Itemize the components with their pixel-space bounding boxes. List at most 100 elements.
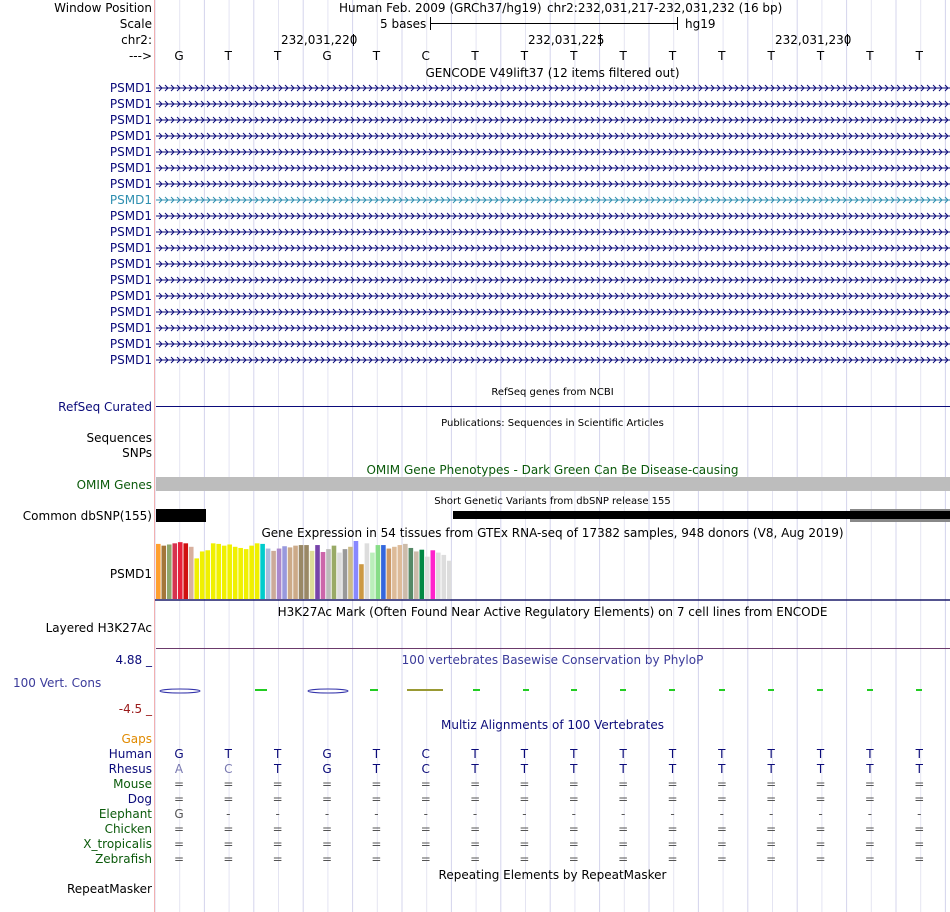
gencode-transcript[interactable] [156, 196, 950, 204]
gencode-gene-label[interactable]: PSMD1 [109, 81, 152, 95]
gencode-gene-label[interactable]: PSMD1 [109, 289, 152, 303]
gencode-transcript[interactable] [156, 244, 950, 252]
multiz-species-label[interactable]: Mouse [113, 777, 152, 791]
refseq-track-label[interactable]: RefSeq Curated [58, 400, 152, 414]
gencode-track-title[interactable]: GENCODE V49lift37 (12 items filtered out… [425, 66, 680, 80]
gencode-transcript[interactable] [156, 324, 950, 332]
repeatmasker-track-label[interactable]: RepeatMasker [66, 882, 152, 896]
gencode-transcript[interactable] [156, 260, 950, 268]
gencode-gene-label[interactable]: PSMD1 [109, 177, 152, 191]
gtex-tissue-bar[interactable] [166, 544, 172, 599]
omim-track-label[interactable]: OMIM Genes [76, 478, 152, 492]
gtex-tissue-bar[interactable] [183, 543, 189, 599]
gencode-gene-label[interactable]: PSMD1 [109, 129, 152, 143]
gtex-tissue-bar[interactable] [265, 548, 271, 599]
gtex-tissue-bar[interactable] [370, 552, 375, 599]
conservation-track-title[interactable]: 100 vertebrates Basewise Conservation by… [401, 653, 704, 667]
publications-track-title[interactable]: Publications: Sequences in Scientific Ar… [441, 418, 664, 429]
gencode-gene-label[interactable]: PSMD1 [109, 161, 152, 175]
gtex-tissue-bar[interactable] [210, 543, 216, 599]
gtex-tissue-bar[interactable] [441, 554, 447, 599]
gtex-tissue-bar[interactable] [156, 543, 161, 599]
gtex-tissue-bar[interactable] [364, 543, 370, 599]
gtex-tissue-bar[interactable] [392, 546, 397, 599]
dbsnp-feature-right[interactable] [453, 511, 950, 519]
gencode-gene-label[interactable]: PSMD1 [109, 337, 152, 351]
multiz-track-title[interactable]: Multiz Alignments of 100 Vertebrates [440, 718, 665, 732]
gtex-tissue-bar[interactable] [216, 543, 221, 599]
gtex-tissue-bar[interactable] [381, 545, 386, 599]
gtex-tissue-bar[interactable] [326, 549, 331, 599]
gtex-tissue-bar[interactable] [276, 548, 282, 599]
gtex-tissue-bar[interactable] [419, 549, 425, 599]
gencode-gene-label[interactable]: PSMD1 [109, 241, 152, 255]
dbsnp-track-title[interactable]: Short Genetic Variants from dbSNP releas… [434, 496, 671, 507]
gtex-tissue-bar[interactable] [348, 546, 353, 599]
gtex-tissue-bar[interactable] [430, 550, 436, 599]
gtex-tissue-bar[interactable] [287, 547, 293, 599]
gtex-tissue-bar[interactable] [446, 560, 452, 599]
multiz-species-label[interactable]: Dog [127, 792, 152, 806]
gtex-tissue-bar[interactable] [227, 544, 232, 599]
gtex-tissue-bar[interactable] [221, 545, 227, 599]
gtex-bar-chart[interactable] [155, 540, 950, 602]
h3k27ac-track-title[interactable]: H3K27Ac Mark (Often Found Near Active Re… [277, 605, 828, 619]
gencode-transcript[interactable] [156, 292, 950, 300]
gencode-gene-label[interactable]: PSMD1 [109, 145, 152, 159]
gencode-transcript[interactable] [156, 276, 950, 284]
gencode-transcript[interactable] [156, 84, 950, 92]
gtex-tissue-bar[interactable] [260, 543, 265, 599]
gtex-tissue-bar[interactable] [408, 547, 414, 599]
dbsnp-track-label[interactable]: Common dbSNP(155) [22, 509, 152, 523]
gtex-tissue-bar[interactable] [435, 552, 441, 599]
gtex-tissue-bar[interactable] [425, 556, 430, 599]
dbsnp-feature-left[interactable] [156, 509, 206, 522]
gtex-tissue-bar[interactable] [315, 545, 320, 599]
gtex-tissue-bar[interactable] [205, 550, 211, 599]
gtex-tissue-bar[interactable] [353, 541, 359, 599]
gtex-tissue-bar[interactable] [232, 546, 238, 599]
gencode-gene-label[interactable]: PSMD1 [109, 113, 152, 127]
gtex-tissue-bar[interactable] [386, 548, 392, 599]
gencode-gene-label[interactable]: PSMD1 [109, 97, 152, 111]
gtex-tissue-bar[interactable] [320, 552, 326, 599]
gencode-transcript[interactable] [156, 228, 950, 236]
gtex-tissue-bar[interactable] [331, 545, 337, 599]
snps-track-label[interactable]: SNPs [122, 446, 152, 460]
gencode-gene-label[interactable]: PSMD1 [109, 305, 152, 319]
gencode-gene-label[interactable]: PSMD1 [109, 193, 152, 207]
gencode-transcript[interactable] [156, 116, 950, 124]
refseq-track-title[interactable]: RefSeq genes from NCBI [491, 387, 614, 398]
gencode-transcript[interactable] [156, 164, 950, 172]
multiz-species-label[interactable]: Rhesus [108, 762, 152, 776]
gencode-transcript[interactable] [156, 148, 950, 156]
gtex-tissue-bar[interactable] [298, 545, 304, 599]
multiz-species-label[interactable]: Elephant [98, 807, 152, 821]
repeatmasker-track-title[interactable]: Repeating Elements by RepeatMasker [438, 868, 667, 882]
multiz-species-label[interactable]: Human [108, 747, 152, 761]
sequences-track-label[interactable]: Sequences [86, 431, 152, 445]
gtex-tissue-bar[interactable] [188, 546, 194, 599]
gtex-tissue-bar[interactable] [177, 542, 183, 599]
multiz-species-label[interactable]: Chicken [104, 822, 152, 836]
gtex-tissue-bar[interactable] [293, 545, 298, 599]
gtex-tissue-bar[interactable] [271, 550, 276, 599]
gtex-tissue-bar[interactable] [304, 545, 309, 599]
gtex-track-title[interactable]: Gene Expression in 54 tissues from GTEx … [261, 526, 844, 540]
gencode-transcript[interactable] [156, 100, 950, 108]
gencode-gene-label[interactable]: PSMD1 [109, 209, 152, 223]
multiz-species-label[interactable]: Zebrafish [95, 852, 152, 866]
gencode-gene-label[interactable]: PSMD1 [109, 225, 152, 239]
gtex-tissue-bar[interactable] [161, 545, 167, 599]
conservation-track-label[interactable]: 100 Vert. Cons [13, 676, 102, 690]
gtex-tissue-bar[interactable] [342, 549, 348, 599]
h3k27ac-track-label[interactable]: Layered H3K27Ac [45, 621, 152, 635]
gtex-tissue-bar[interactable] [359, 564, 364, 599]
gencode-gene-label[interactable]: PSMD1 [109, 257, 152, 271]
gencode-transcript[interactable] [156, 132, 950, 140]
gencode-transcript[interactable] [156, 180, 950, 188]
position-text[interactable]: chr2:232,031,217-232,031,232 (16 bp) [547, 1, 783, 15]
gencode-gene-label[interactable]: PSMD1 [109, 273, 152, 287]
gtex-tissue-bar[interactable] [238, 547, 243, 599]
gtex-tissue-bar[interactable] [403, 543, 408, 599]
